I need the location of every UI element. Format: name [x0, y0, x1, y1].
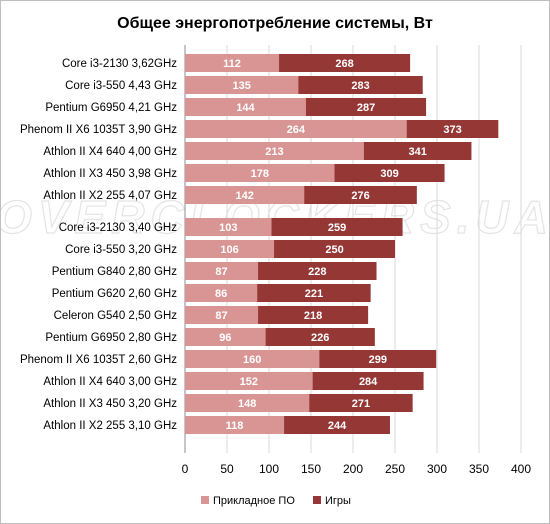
- category-label: Pentium G620 2,60 GHz: [52, 288, 178, 300]
- category-label: Phenom II X6 1035T 2,60 GHz: [20, 354, 177, 366]
- data-label: 87: [215, 310, 227, 322]
- category-label: Pentium G6950 2,80 GHz: [45, 332, 177, 344]
- category-label: Pentium G6950 4,21 GHz: [45, 102, 177, 114]
- bars: 112 135 144 264 213 178 142 103 106 87 86 87 96 160 15…: [185, 54, 499, 434]
- category-label: Pentium G840 2,80 GHz: [52, 266, 178, 278]
- data-label: 103: [219, 222, 237, 234]
- category-label: Phenom II X6 1035T 3,90 GHz: [20, 124, 177, 136]
- data-label: 96: [219, 332, 231, 344]
- data-label: 226: [311, 332, 329, 344]
- bar: [185, 350, 320, 368]
- data-label: 284: [359, 376, 378, 388]
- legend: Прикладное ПО Игры: [201, 495, 351, 507]
- bar: [185, 186, 305, 204]
- data-label: 213: [265, 146, 283, 158]
- bar: [185, 416, 285, 434]
- data-label: 268: [335, 58, 353, 70]
- category-label: Athlon II X4 640 4,00 GHz: [43, 146, 177, 158]
- tick-label: 250: [385, 462, 405, 476]
- data-label: 118: [226, 420, 244, 432]
- data-label: 250: [325, 244, 343, 256]
- tick-label: 0: [182, 462, 189, 476]
- category-label: Core i3-550 3,20 GHz: [65, 244, 177, 256]
- data-label: 218: [304, 310, 322, 322]
- data-label: 309: [380, 168, 398, 180]
- bar: [185, 218, 272, 236]
- data-label: 341: [409, 146, 427, 158]
- data-label: 106: [220, 244, 238, 256]
- category-label: Core i3-2130 3,62GHz: [62, 58, 177, 70]
- bar: [185, 262, 259, 280]
- category-labels: Core i3-2130 3,62GHz Core i3-550 4,43 GHz…: [20, 58, 177, 432]
- tick-label: 400: [511, 462, 531, 476]
- data-label: 87: [215, 266, 227, 278]
- data-label: 221: [305, 288, 323, 300]
- bar: [185, 306, 259, 324]
- x-axis-ticks: 0 50 100 150 200 250 300 350 400: [182, 462, 532, 476]
- category-label: Athlon II X4 640 3,00 GHz: [43, 376, 177, 388]
- tick-label: 350: [469, 462, 489, 476]
- chart-title: Общее энергопотребление системы, Вт: [117, 15, 433, 32]
- category-label: Core i3-2130 3,40 GHz: [59, 222, 178, 234]
- bar: [185, 328, 266, 346]
- data-label: 152: [240, 376, 258, 388]
- bar: [185, 394, 310, 412]
- data-label: 276: [351, 190, 369, 202]
- data-label: 259: [328, 222, 346, 234]
- category-label: Athlon II X2 255 3,10 GHz: [43, 420, 177, 432]
- legend-label: Прикладное ПО: [213, 495, 295, 507]
- bar: [185, 372, 313, 390]
- bar: [185, 76, 299, 94]
- data-label: 283: [351, 80, 369, 92]
- data-label: 244: [328, 420, 347, 432]
- data-label: 228: [308, 266, 326, 278]
- bar: [185, 164, 335, 182]
- legend-swatch: [201, 496, 209, 504]
- data-label: 373: [443, 124, 461, 136]
- tick-label: 200: [343, 462, 363, 476]
- tick-label: 300: [427, 462, 447, 476]
- data-label: 264: [287, 124, 306, 136]
- legend-swatch: [313, 496, 321, 504]
- bar: [185, 240, 275, 258]
- legend-label: Игры: [325, 495, 351, 507]
- category-label: Celeron G540 2,50 GHz: [54, 310, 178, 322]
- data-label: 142: [235, 190, 253, 202]
- tick-label: 150: [301, 462, 321, 476]
- data-label: 299: [369, 354, 387, 366]
- category-label: Athlon II X2 255 4,07 GHz: [43, 190, 177, 202]
- bar: [185, 142, 364, 160]
- data-label: 135: [233, 80, 251, 92]
- data-label: 144: [236, 102, 255, 114]
- bar: [185, 98, 306, 116]
- data-label: 178: [251, 168, 269, 180]
- data-label: 271: [352, 398, 370, 410]
- tick-label: 100: [259, 462, 279, 476]
- category-label: Core i3-550 4,43 GHz: [65, 80, 177, 92]
- bar: [185, 120, 407, 138]
- data-label: 86: [215, 288, 227, 300]
- data-label: 160: [243, 354, 261, 366]
- data-label: 287: [357, 102, 375, 114]
- bar: [185, 284, 258, 302]
- tick-label: 50: [220, 462, 234, 476]
- data-label: 112: [223, 58, 241, 70]
- category-label: Athlon II X3 450 3,98 GHz: [43, 168, 177, 180]
- category-label: Athlon II X3 450 3,20 GHz: [43, 398, 177, 410]
- bar: [185, 54, 280, 72]
- data-label: 148: [238, 398, 256, 410]
